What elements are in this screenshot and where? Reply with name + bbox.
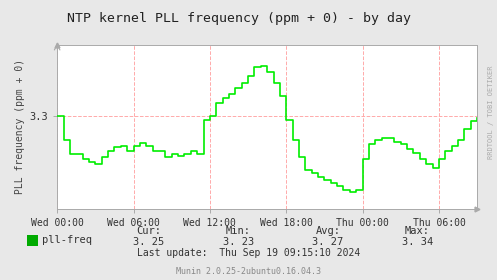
Text: Max:: Max: xyxy=(405,226,430,236)
Text: Munin 2.0.25-2ubuntu0.16.04.3: Munin 2.0.25-2ubuntu0.16.04.3 xyxy=(176,267,321,276)
Text: Avg:: Avg: xyxy=(316,226,340,236)
Text: Cur:: Cur: xyxy=(137,226,162,236)
Text: Min:: Min: xyxy=(226,226,251,236)
Y-axis label: PLL frequency (ppm + 0): PLL frequency (ppm + 0) xyxy=(15,59,25,194)
Text: Last update:  Thu Sep 19 09:15:10 2024: Last update: Thu Sep 19 09:15:10 2024 xyxy=(137,248,360,258)
Text: NTP kernel PLL frequency (ppm + 0) - by day: NTP kernel PLL frequency (ppm + 0) - by … xyxy=(67,12,411,25)
Text: 3. 34: 3. 34 xyxy=(402,237,433,247)
Text: pll-freq: pll-freq xyxy=(42,235,92,245)
Text: RRDTOOL / TOBI OETIKER: RRDTOOL / TOBI OETIKER xyxy=(488,65,494,159)
Text: 3. 25: 3. 25 xyxy=(134,237,165,247)
Text: 3. 27: 3. 27 xyxy=(313,237,343,247)
Text: 3. 23: 3. 23 xyxy=(223,237,254,247)
